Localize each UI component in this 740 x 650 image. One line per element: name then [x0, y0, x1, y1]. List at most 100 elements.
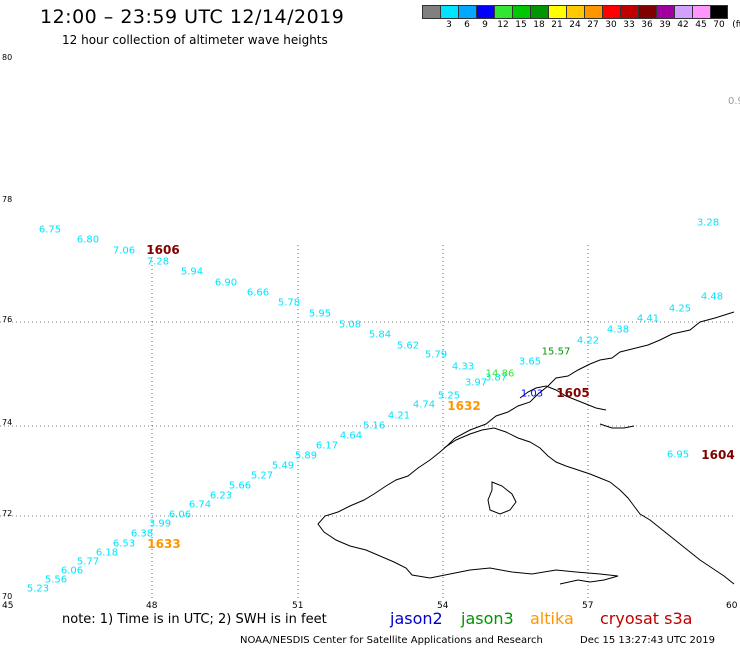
wave-height-value: 4.33 — [451, 361, 475, 373]
wave-height-value: 5.89 — [294, 450, 318, 462]
color-scale-unit: (ft) — [732, 20, 740, 30]
wave-height-value: 3.87 — [484, 372, 508, 384]
wave-height-value: 5.62 — [396, 340, 420, 352]
wave-height-value: 5.77 — [76, 556, 100, 568]
wave-height-value: 6.06 — [168, 509, 192, 521]
color-swatch — [584, 5, 602, 19]
color-swatch — [638, 5, 656, 19]
color-scale-label: 45 — [695, 20, 707, 30]
lon-label-54: 54 — [437, 601, 449, 611]
lat-label-74: 74 — [2, 418, 13, 427]
satellite-legend-item: jason3 — [461, 609, 514, 628]
wave-height-value: 4.38 — [606, 324, 630, 336]
color-scale-label: 30 — [605, 20, 617, 30]
pass-time-label: 1604 — [701, 448, 735, 462]
partial-value: 0.9 — [728, 96, 740, 107]
wave-height-value: 15.57 — [541, 346, 571, 358]
lon-label-60: 60 — [726, 601, 738, 611]
color-swatch — [476, 5, 494, 19]
wave-height-value: 6.38 — [130, 528, 154, 540]
color-swatch — [530, 5, 548, 19]
wave-height-value: 3.28 — [696, 217, 720, 229]
wave-height-value: 5.08 — [338, 319, 362, 331]
lon-label-57: 57 — [582, 601, 594, 611]
wave-height-value: 5.56 — [44, 574, 68, 586]
pass-time-label: 1632 — [447, 399, 481, 413]
wave-height-value: 6.95 — [666, 449, 690, 461]
color-scale-label: 12 — [497, 20, 509, 30]
lat-label-80: 80 — [2, 53, 13, 62]
color-scale-label: 39 — [659, 20, 671, 30]
wave-height-value: 6.17 — [315, 440, 339, 452]
wave-height-value: 5.27 — [250, 470, 274, 482]
color-swatch — [692, 5, 710, 19]
color-scale-label: 27 — [587, 20, 599, 30]
lon-label-51: 51 — [292, 601, 304, 611]
color-swatch — [656, 5, 674, 19]
wave-height-value: 4.41 — [636, 313, 660, 325]
satellite-legend-item: altika — [530, 609, 574, 628]
lat-label-78: 78 — [2, 195, 13, 204]
wave-height-value: 4.74 — [412, 399, 436, 411]
color-scale-label: 21 — [551, 20, 563, 30]
wave-height-value: 5.23 — [26, 583, 50, 595]
wave-height-value: 6.18 — [95, 547, 119, 559]
lon-label-48: 48 — [146, 601, 158, 611]
color-scale-label: 3 — [446, 20, 452, 30]
wave-height-value: 4.22 — [576, 335, 600, 347]
lon-label-45: 45 — [2, 601, 14, 611]
wave-height-value: 7.28 — [146, 256, 170, 268]
wave-height-value: 6.53 — [112, 538, 136, 550]
wave-height-value: 3.65 — [518, 356, 542, 368]
wave-height-value: 1.03 — [520, 388, 544, 400]
color-scale-label: 42 — [677, 20, 689, 30]
color-scale-label: 70 — [713, 20, 725, 30]
color-swatch — [710, 5, 728, 19]
color-swatch — [494, 5, 512, 19]
wave-height-value: 6.74 — [188, 499, 212, 511]
wave-height-value: 6.06 — [60, 565, 84, 577]
wave-height-value: 5.84 — [368, 329, 392, 341]
pass-time-label: 1605 — [556, 386, 590, 400]
color-swatch — [458, 5, 476, 19]
wave-height-value: 5.49 — [271, 460, 295, 472]
color-swatch — [566, 5, 584, 19]
page-title: 12:00 – 23:59 UTC 12/14/2019 — [40, 6, 345, 28]
color-scale-label: 9 — [482, 20, 488, 30]
wave-height-value: 4.64 — [339, 430, 363, 442]
wave-height-value: 4.25 — [668, 303, 692, 315]
generated-timestamp: Dec 15 13:27:43 UTC 2019 — [580, 635, 715, 646]
lat-label-72: 72 — [2, 509, 13, 518]
color-swatch — [602, 5, 620, 19]
wave-height-value: 5.25 — [437, 390, 461, 402]
pass-time-label: 1633 — [147, 537, 181, 551]
color-scale-label: 15 — [515, 20, 527, 30]
wave-height-value: 5.94 — [180, 266, 204, 278]
footer-note: note: 1) Time is in UTC; 2) SWH is in fe… — [62, 612, 327, 627]
color-scale-spacer — [422, 20, 440, 30]
wave-height-value: 5.66 — [228, 480, 252, 492]
lat-label-76: 76 — [2, 315, 13, 324]
wave-height-value: 6.90 — [214, 277, 238, 289]
wave-height-value: 14.86 — [485, 368, 515, 380]
wave-height-value: 5.79 — [424, 349, 448, 361]
color-swatch — [674, 5, 692, 19]
color-scale-label: 6 — [464, 20, 470, 30]
pass-time-label: 1606 — [146, 243, 180, 257]
wave-height-value: 5.78 — [277, 297, 301, 309]
color-scale-bar — [422, 5, 728, 19]
color-scale-label: 18 — [533, 20, 545, 30]
page-subtitle: 12 hour collection of altimeter wave hei… — [62, 33, 328, 47]
color-scale-label: 36 — [641, 20, 653, 30]
satellite-legend-item: jason2 — [390, 609, 443, 628]
wave-height-value: 6.80 — [76, 234, 100, 246]
color-swatch — [512, 5, 530, 19]
color-swatch — [422, 5, 440, 19]
wave-height-value: 3.97 — [464, 377, 488, 389]
lat-label-70: 70 — [2, 592, 13, 601]
wave-height-value: 5.16 — [362, 420, 386, 432]
color-swatch — [440, 5, 458, 19]
satellite-legend-item: cryosat s3a — [600, 609, 693, 628]
